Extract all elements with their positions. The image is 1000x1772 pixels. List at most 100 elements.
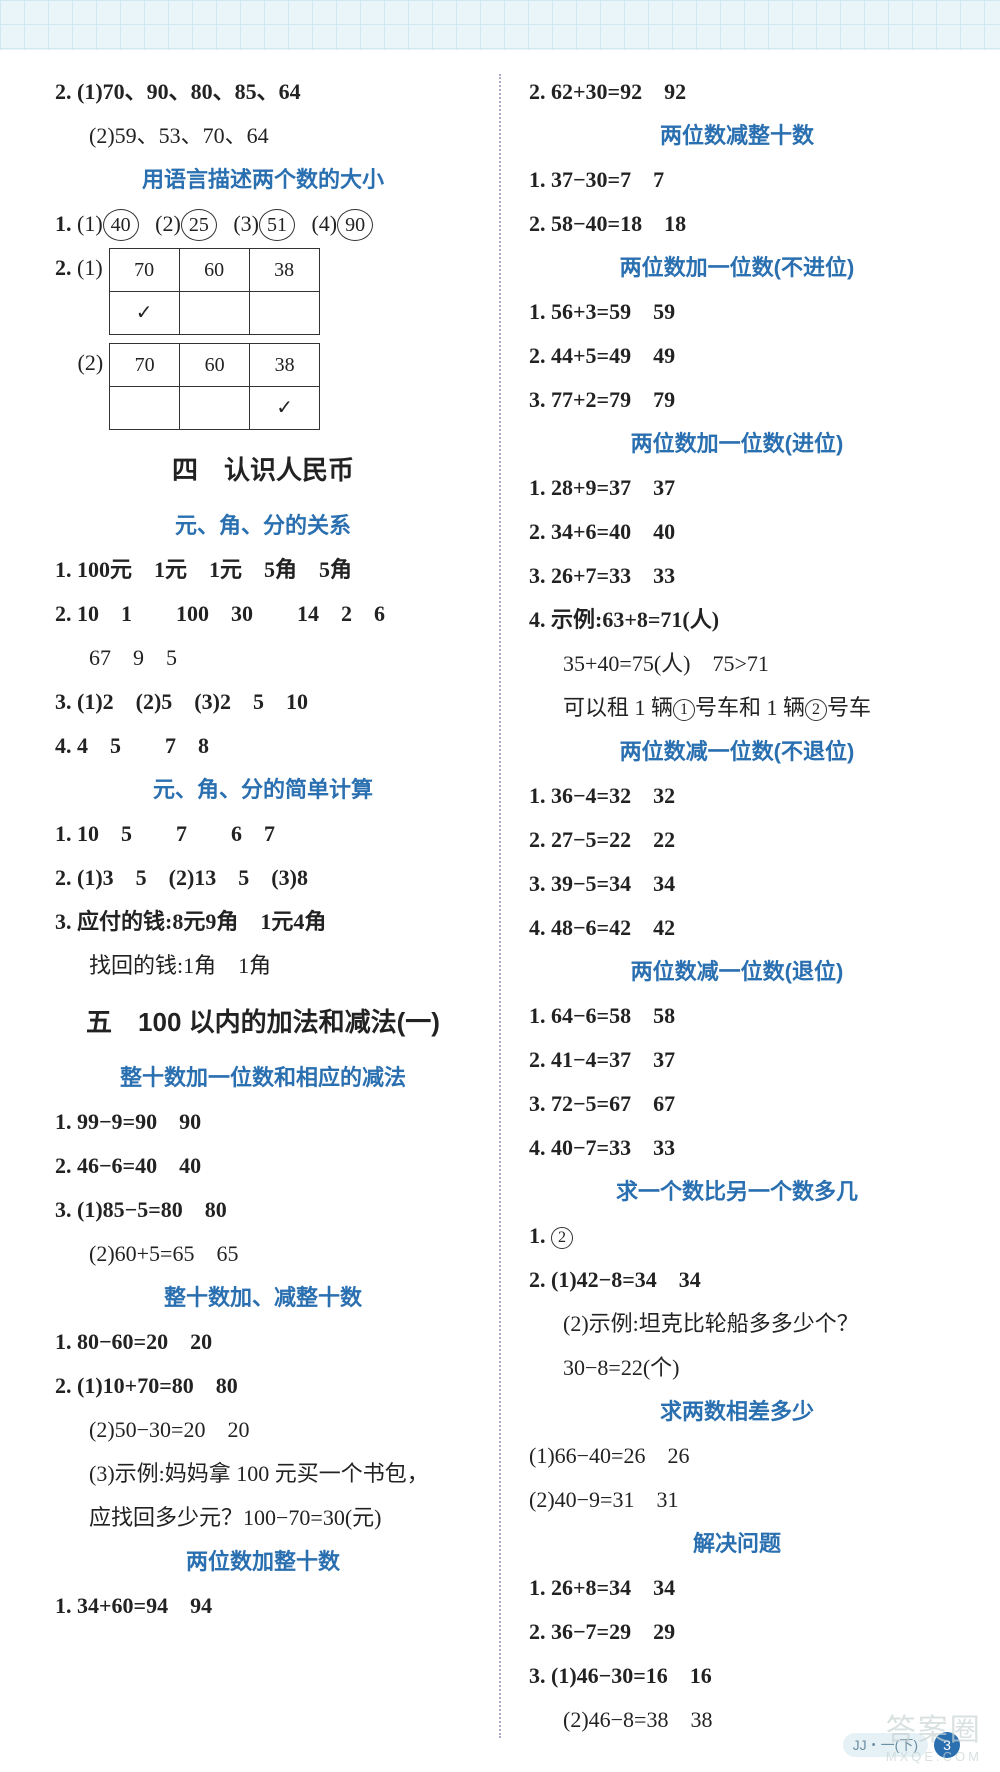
text: 可以租 1 辆 bbox=[563, 695, 673, 720]
text: 2. 27−5=22 22 bbox=[529, 827, 675, 852]
text: 2. 62+30=92 92 bbox=[529, 79, 686, 104]
text: 1. 37−30=7 7 bbox=[529, 167, 664, 192]
text: 4. 40−7=33 33 bbox=[529, 1135, 675, 1160]
circled-value: 25 bbox=[181, 209, 217, 241]
text: 4. 示例:63+8=71(人) bbox=[529, 607, 719, 632]
page-number: 3 bbox=[934, 1732, 960, 1758]
circled-row: 1. (1)40 (2)25 (3)51 (4)90 bbox=[55, 202, 471, 246]
text: 1. 56+3=59 59 bbox=[529, 299, 675, 324]
table-block-2: 2. (2) 70 60 38 ✓ bbox=[55, 341, 471, 436]
text: 3. 77+2=79 79 bbox=[529, 387, 675, 412]
text: 2. (1)70、90、80、85、64 bbox=[55, 79, 301, 104]
check-cell: ✓ bbox=[250, 387, 320, 430]
text: (2)60+5=65 65 bbox=[55, 1232, 471, 1276]
chapter-heading: 四 认识人民币 bbox=[55, 444, 471, 496]
cell bbox=[180, 387, 250, 430]
text: 2. 36−7=29 29 bbox=[529, 1619, 675, 1644]
chapter-heading: 五 100 以内的加法和减法(一) bbox=[55, 996, 471, 1048]
page: 2. (1)70、90、80、85、64 (2)59、53、70、64 用语言描… bbox=[0, 0, 1000, 1772]
circled-digit-icon: 2 bbox=[805, 699, 827, 721]
check-cell: ✓ bbox=[109, 292, 179, 335]
text: 2. (1)3 5 (2)13 5 (3)8 bbox=[55, 865, 308, 890]
section-heading: 两位数加一位数(进位) bbox=[529, 422, 945, 466]
text: 30−8=22(个) bbox=[529, 1346, 945, 1390]
text: 1. 80−60=20 20 bbox=[55, 1329, 212, 1354]
text: 号车 bbox=[827, 695, 871, 720]
section-heading: 元、角、分的关系 bbox=[55, 504, 471, 548]
text: 1. 10 5 7 6 7 bbox=[55, 821, 275, 846]
text: 67 9 5 bbox=[55, 636, 471, 680]
header-grid-band bbox=[0, 0, 1000, 50]
text: 2. 44+5=49 49 bbox=[529, 343, 675, 368]
text: 1. 28+9=37 37 bbox=[529, 475, 675, 500]
section-heading: 求两数相差多少 bbox=[529, 1390, 945, 1434]
section-heading: 求一个数比另一个数多几 bbox=[529, 1170, 945, 1214]
choice-table: 70 60 38 ✓ bbox=[109, 343, 320, 430]
text: (2)59、53、70、64 bbox=[55, 114, 471, 158]
text: 应找回多少元？100−70=30(元) bbox=[55, 1496, 471, 1540]
text: (2) bbox=[78, 341, 104, 385]
text: 3. (1)2 (2)5 (3)2 5 10 bbox=[55, 689, 308, 714]
cell: 38 bbox=[249, 249, 319, 292]
text: 4. 4 5 7 8 bbox=[55, 733, 209, 758]
cell: 70 bbox=[110, 344, 180, 387]
cell: 70 bbox=[109, 249, 179, 292]
cell bbox=[249, 292, 319, 335]
text: 2. 58−40=18 18 bbox=[529, 211, 686, 236]
text: 2. (1)42−8=34 34 bbox=[529, 1267, 701, 1292]
section-heading: 两位数加整十数 bbox=[55, 1540, 471, 1584]
circled-value: 51 bbox=[259, 209, 295, 241]
text: (1)66−40=26 26 bbox=[529, 1434, 945, 1478]
text: 1. 64−6=58 58 bbox=[529, 1003, 675, 1028]
section-heading: 两位数减一位数(退位) bbox=[529, 950, 945, 994]
text: (3)示例:妈妈拿 100 元买一个书包， bbox=[55, 1452, 471, 1496]
circled-digit-icon: 2 bbox=[551, 1227, 573, 1249]
text: (2)示例:坦克比轮船多多少个？ bbox=[529, 1302, 945, 1346]
circled-digit-icon: 1 bbox=[673, 699, 695, 721]
text: 2. (1)10+70=80 80 bbox=[55, 1373, 238, 1398]
text: 35+40=75(人) 75>71 bbox=[529, 642, 945, 686]
text: (2) bbox=[155, 211, 181, 236]
row-label: 1. bbox=[55, 211, 72, 236]
section-heading: 两位数加一位数(不进位) bbox=[529, 246, 945, 290]
section-heading: 两位数减一位数(不退位) bbox=[529, 730, 945, 774]
text: (1) bbox=[77, 255, 103, 280]
table-block-1: 2. (1) 70 60 38 ✓ bbox=[55, 246, 471, 341]
circled-value: 90 bbox=[337, 209, 373, 241]
text: 1. 100元 1元 1元 5角 5角 bbox=[55, 557, 352, 582]
section-heading: 两位数减整十数 bbox=[529, 114, 945, 158]
text: 3. 72−5=67 67 bbox=[529, 1091, 675, 1116]
text: 号车和 1 辆 bbox=[695, 695, 805, 720]
section-heading: 解决问题 bbox=[529, 1522, 945, 1566]
text: (2)40−9=31 31 bbox=[529, 1478, 945, 1522]
text: 2. 10 1 100 30 14 2 6 bbox=[55, 601, 385, 626]
row-label: 2. bbox=[55, 255, 72, 280]
section-heading: 整十数加、减整十数 bbox=[55, 1276, 471, 1320]
text: (4) bbox=[311, 211, 337, 236]
footer: JJ・一(下) 3 bbox=[843, 1732, 960, 1758]
cell bbox=[179, 292, 249, 335]
section-heading: 整十数加一位数和相应的减法 bbox=[55, 1056, 471, 1100]
text: (2)50−30=20 20 bbox=[55, 1408, 471, 1452]
text: 3. (1)85−5=80 80 bbox=[55, 1197, 227, 1222]
text: 1. 36−4=32 32 bbox=[529, 783, 675, 808]
cell bbox=[110, 387, 180, 430]
text: 3. 26+7=33 33 bbox=[529, 563, 675, 588]
text: 1. 34+60=94 94 bbox=[55, 1593, 212, 1618]
text: 3. (1)46−30=16 16 bbox=[529, 1663, 712, 1688]
cell: 38 bbox=[250, 344, 320, 387]
footer-tag: JJ・一(下) bbox=[843, 1733, 928, 1757]
text: 2. 41−4=37 37 bbox=[529, 1047, 675, 1072]
text: 找回的钱:1角 1角 bbox=[55, 944, 471, 988]
text: 4. 48−6=42 42 bbox=[529, 915, 675, 940]
text: 2. 34+6=40 40 bbox=[529, 519, 675, 544]
section-heading: 元、角、分的简单计算 bbox=[55, 768, 471, 812]
right-column: 2. 62+30=92 92 两位数减整十数 1. 37−30=7 7 2. 5… bbox=[501, 70, 945, 1742]
text: 2. 46−6=40 40 bbox=[55, 1153, 201, 1178]
section-heading: 用语言描述两个数的大小 bbox=[55, 158, 471, 202]
text: 可以租 1 辆1号车和 1 辆2号车 bbox=[529, 686, 945, 730]
text: 3. 39−5=34 34 bbox=[529, 871, 675, 896]
text: 1. 99−9=90 90 bbox=[55, 1109, 201, 1134]
choice-table: 70 60 38 ✓ bbox=[109, 248, 320, 335]
circled-value: 40 bbox=[103, 209, 139, 241]
